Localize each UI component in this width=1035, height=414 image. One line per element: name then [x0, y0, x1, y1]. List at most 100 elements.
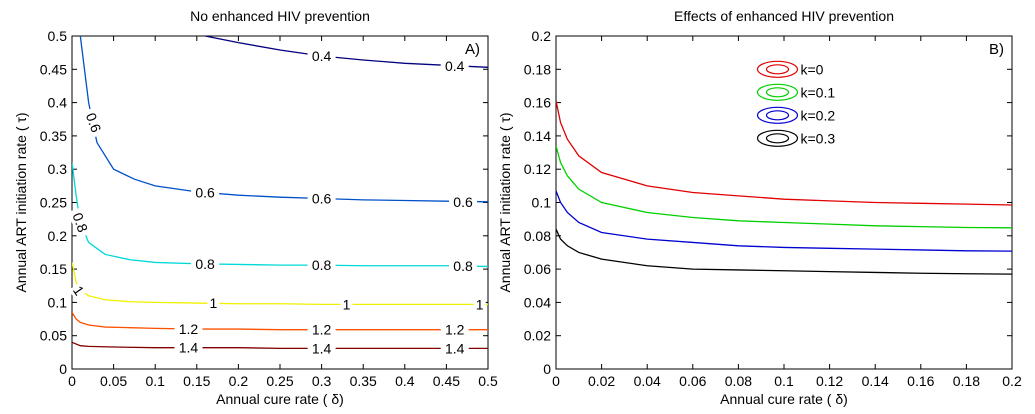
- contour-label-background: [191, 255, 220, 272]
- y-tick-label: 0.4: [48, 95, 68, 111]
- legend-entry-label: k=0.3: [801, 130, 836, 146]
- contour-label-group: 0.6: [307, 190, 336, 207]
- contour-label: 0.4: [445, 58, 465, 74]
- contour-label-background: [174, 339, 203, 356]
- panel-a-chart: 0 0.05 0.1 0.15 0.2 0.25 0.3 0.35 0.4 0.45 0.5 0 0.0…: [13, 8, 498, 407]
- x-tick-label: 0.1: [774, 373, 794, 389]
- x-tick-label: 0.08: [725, 373, 752, 389]
- contour-label: 0.8: [453, 258, 473, 274]
- x-tick-label: 0.4: [395, 373, 415, 389]
- contour-label-group: 0.8: [68, 206, 93, 239]
- contour-label-background: [68, 280, 89, 300]
- contour-label: 0.6: [453, 194, 473, 210]
- contour-label: 1.4: [445, 340, 465, 356]
- series-line-0.4: [204, 36, 488, 68]
- contour-label: 0.8: [312, 257, 332, 273]
- contour-label-background: [207, 295, 220, 312]
- contour-label-group: 0.6: [81, 106, 106, 139]
- legend-swatch-outer: [756, 83, 799, 101]
- series-line-k=0.3: [556, 228, 1012, 275]
- y-tick-label: 0.05: [40, 328, 67, 344]
- y-tick-label: 0.15: [40, 261, 67, 277]
- y-tick-label: 0.2: [48, 228, 68, 244]
- contour-label-group: 0.8: [191, 255, 220, 272]
- y-axis-label: Annual ART initiation rate ( τ): [497, 112, 513, 292]
- contour-label-background: [307, 47, 336, 64]
- legend-entry-label: k=0: [801, 61, 824, 77]
- contour-label-background: [340, 296, 353, 313]
- chart-title: Effects of enhanced HIV prevention: [674, 8, 894, 24]
- contour-label: 0.8: [195, 256, 215, 272]
- y-tick-label: 0.45: [40, 61, 67, 77]
- panel-b-chart: 0 0.02 0.04 0.06 0.08 0.1 0.12 0.14 0.16 0.18 0.2 0…: [497, 8, 1022, 407]
- contour-label: 0.6: [83, 111, 105, 135]
- y-tick-label: 0.06: [524, 261, 551, 277]
- plot-area-frame: [71, 35, 489, 370]
- y-tick-label: 0.2: [532, 28, 552, 44]
- y-tick-label: 0.16: [524, 95, 551, 111]
- x-tick-label: 0.06: [679, 373, 706, 389]
- y-axis-label: Annual ART initiation rate ( τ): [13, 112, 29, 292]
- contour-label: 1.4: [312, 340, 332, 356]
- legend-swatch-inner: [765, 64, 790, 75]
- x-tick-label: 0.14: [862, 373, 889, 389]
- contour-label-group: 0.8: [449, 257, 478, 274]
- x-tick-label: 0.3: [312, 373, 332, 389]
- series-line-1.4: [72, 341, 488, 349]
- contour-label-background: [449, 193, 478, 210]
- x-tick-label: 0.2: [229, 373, 249, 389]
- y-tick-label: 0.25: [40, 195, 67, 211]
- legend-swatch-inner: [765, 87, 790, 98]
- contour-label-group: 1.2: [440, 321, 469, 338]
- x-tick-label: 0.16: [907, 373, 934, 389]
- series-line-k=0.1: [556, 145, 1012, 229]
- contour-label-group: 1: [68, 280, 89, 300]
- plot-area-frame: [555, 35, 1013, 370]
- contour-label-background: [449, 257, 478, 274]
- panel-label: A): [465, 41, 480, 58]
- contour-label-group: 1.4: [440, 340, 469, 357]
- contour-label-group: 0.4: [440, 57, 469, 74]
- legend-swatch-outer: [756, 60, 799, 78]
- legend-entry-label: k=0.1: [801, 84, 836, 100]
- x-tick-label: 0.35: [350, 373, 377, 389]
- contour-label-background: [440, 340, 469, 357]
- x-tick-label: 0: [68, 373, 76, 389]
- x-axis-label: Annual cure rate ( δ): [216, 391, 344, 407]
- contour-label-group: 1.2: [174, 321, 203, 338]
- contour-label-group: 0.8: [307, 257, 336, 274]
- contour-label-group: 1: [207, 295, 220, 312]
- contour-label-background: [307, 340, 336, 357]
- contour-label: 1.2: [179, 321, 199, 337]
- contour-label: 0.8: [69, 211, 91, 235]
- y-tick-label: 0.5: [48, 28, 68, 44]
- contour-label-background: [191, 184, 220, 201]
- contour-label: 1: [343, 296, 351, 312]
- x-tick-label: 0.1: [145, 373, 165, 389]
- contour-label: 1.4: [179, 340, 199, 356]
- contour-label: 0.4: [312, 48, 332, 64]
- contour-label-group: 1.4: [174, 339, 203, 356]
- legend-swatch-inner: [765, 133, 790, 144]
- contour-label-background: [81, 106, 106, 139]
- contour-label-background: [307, 190, 336, 207]
- series-line-k=0: [556, 100, 1012, 206]
- legend-entry-label: k=0.2: [801, 107, 836, 123]
- contour-label: 0.6: [195, 185, 215, 201]
- contour-label-background: [440, 321, 469, 338]
- panel-label: B): [989, 41, 1004, 58]
- contour-label-group: 1.4: [307, 340, 336, 357]
- legend: k=0 k=0.1 k=0.2 k=0.3: [756, 60, 836, 147]
- y-tick-label: 0.12: [524, 161, 551, 177]
- contour-label-group: 1.2: [307, 321, 336, 338]
- x-tick-label: 0.2: [1002, 373, 1022, 389]
- x-tick-label: 0.05: [100, 373, 127, 389]
- contour-label-group: 1: [340, 296, 353, 313]
- contour-label-group: 0.4: [307, 47, 336, 64]
- x-tick-label: 0.18: [953, 373, 980, 389]
- contour-label-background: [68, 206, 93, 239]
- y-tick-label: 0: [543, 361, 551, 377]
- chart-title: No enhanced HIV prevention: [190, 8, 370, 24]
- contour-label: 1.2: [445, 322, 465, 338]
